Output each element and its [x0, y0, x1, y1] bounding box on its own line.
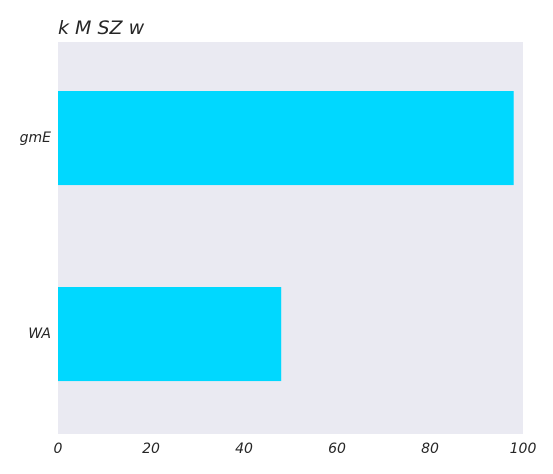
x-tick-label-60: 60 [328, 441, 346, 457]
x-tick-label-40: 40 [235, 441, 253, 457]
x-tick-label-100: 100 [510, 441, 537, 457]
x-tick-label-80: 80 [421, 441, 439, 457]
y-axis-tick-labels: gmE WA [20, 130, 52, 342]
y-tick-label-wa: WA [28, 326, 51, 342]
bar-gme [58, 91, 514, 186]
bars-group [58, 91, 514, 382]
x-axis-tick-labels: 0 20 40 60 80 100 [54, 441, 537, 457]
chart-title: k M SZ w [58, 17, 145, 39]
bar-wa [58, 287, 282, 382]
y-tick-label-gme: gmE [20, 130, 52, 146]
x-tick-label-20: 20 [142, 441, 160, 457]
x-tick-label-0: 0 [54, 441, 63, 457]
